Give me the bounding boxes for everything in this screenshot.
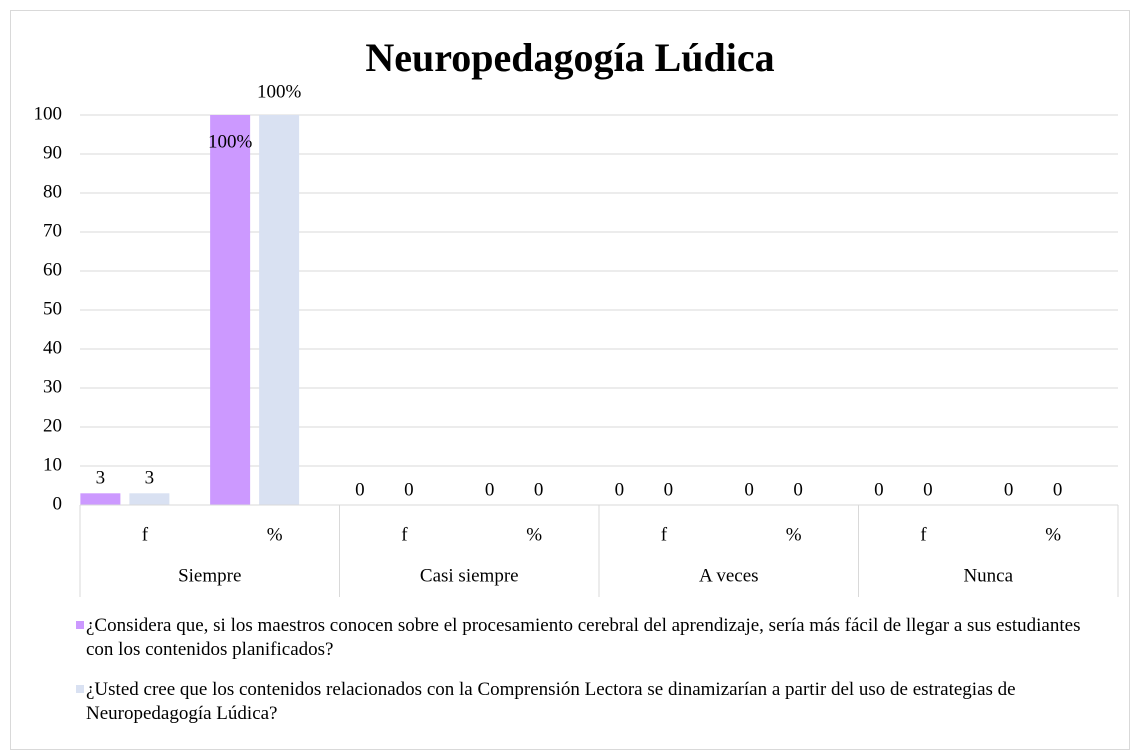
data-label: 100% (208, 131, 253, 152)
data-label: 0 (534, 479, 544, 500)
bar (259, 115, 300, 505)
data-label: 0 (485, 479, 495, 500)
x-tick-label: % (786, 524, 802, 545)
data-label: 0 (1053, 479, 1063, 500)
y-tick-label: 10 (43, 454, 62, 475)
y-tick-label: 20 (43, 415, 62, 436)
x-tick-label: % (526, 524, 542, 545)
y-tick-label: 0 (53, 493, 63, 514)
y-tick-label: 100 (34, 103, 63, 124)
group-label: Casi siempre (420, 565, 519, 586)
x-tick-label: % (1045, 524, 1061, 545)
page: Neuropedagogía Lúdica 0 10 20 30 40 50 60 70 80 9… (10, 10, 1130, 750)
group-label: Nunca (963, 565, 1013, 586)
y-tick-label: 50 (43, 298, 62, 319)
data-label: 3 (96, 468, 106, 489)
y-tick-label: 80 (43, 181, 62, 202)
legend-swatch (76, 621, 84, 629)
group-label: A veces (699, 565, 759, 586)
chart: Neuropedagogía Lúdica 010203040506070809… (34, 35, 1119, 597)
chart-title: Neuropedagogía Lúdica (365, 35, 774, 80)
y-tick-label: 40 (43, 337, 62, 358)
legend-text: ¿Usted cree que los contenidos relaciona… (86, 679, 1016, 724)
x-tick-label: % (267, 524, 283, 545)
bar (80, 493, 121, 505)
data-label: 0 (664, 479, 674, 500)
legend-item: ¿Usted cree que los contenidos relaciona… (76, 678, 1106, 726)
legend-item: ¿Considera que, si los maestros conocen … (76, 614, 1106, 662)
data-label: 0 (793, 479, 803, 500)
data-label: 0 (404, 479, 414, 500)
data-label: 100% (257, 81, 302, 102)
data-label: 0 (1004, 479, 1014, 500)
data-label: 3 (145, 468, 155, 489)
data-label: 0 (923, 479, 933, 500)
data-label: 0 (874, 479, 884, 500)
legend: ¿Considera que, si los maestros conocen … (76, 614, 1106, 742)
y-tick-label: 70 (43, 220, 62, 241)
bar (129, 493, 170, 505)
data-label: 0 (355, 479, 365, 500)
y-tick-label: 30 (43, 376, 62, 397)
group-label: Siempre (178, 565, 241, 586)
y-tick-label: 90 (43, 142, 62, 163)
legend-swatch (76, 685, 84, 693)
x-tick-label: f (142, 524, 149, 545)
bar (210, 115, 251, 505)
x-tick-label: f (920, 524, 927, 545)
legend-text: ¿Considera que, si los maestros conocen … (86, 615, 1081, 660)
data-label: 0 (615, 479, 625, 500)
x-tick-label: f (401, 524, 408, 545)
x-tick-label: f (661, 524, 668, 545)
y-tick-label: 60 (43, 259, 62, 280)
data-label: 0 (744, 479, 754, 500)
